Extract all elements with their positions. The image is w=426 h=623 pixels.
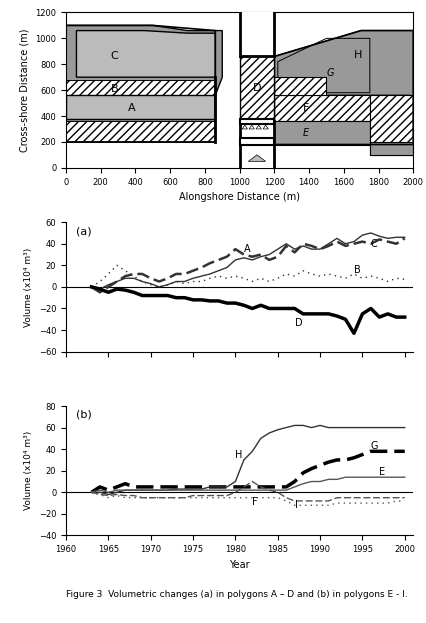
Polygon shape [263,125,268,129]
Y-axis label: Volume (x10⁴ m³): Volume (x10⁴ m³) [24,247,33,326]
Text: (a): (a) [76,226,92,236]
Polygon shape [256,125,261,129]
Text: H: H [236,450,243,460]
Text: (b): (b) [76,410,92,420]
Polygon shape [66,80,215,95]
Text: F: F [302,103,309,113]
Polygon shape [274,31,413,95]
X-axis label: Year: Year [229,559,250,570]
Text: H: H [354,50,362,60]
Text: Figure 3  Volumetric changes (a) in polygons A – D and (b) in polygons E - I.: Figure 3 Volumetric changes (a) in polyg… [66,590,408,599]
Bar [239,118,274,124]
Text: I: I [295,500,297,510]
Text: B: B [111,84,118,94]
Polygon shape [66,26,222,95]
Polygon shape [66,134,215,142]
Polygon shape [239,57,274,121]
Polygon shape [274,77,326,95]
Bar [239,12,274,168]
Y-axis label: Volume (x10⁴ m³): Volume (x10⁴ m³) [24,431,33,510]
Polygon shape [274,121,370,145]
Text: E: E [302,128,309,138]
Polygon shape [66,95,215,121]
Text: E: E [379,467,386,477]
Bar [239,138,274,145]
Text: A: A [244,244,250,254]
Text: B: B [354,265,361,275]
Polygon shape [274,95,370,121]
Text: G: G [326,69,334,78]
Text: G: G [371,441,378,451]
Y-axis label: Cross-shore Distance (m): Cross-shore Distance (m) [20,29,30,152]
Polygon shape [370,95,413,155]
Polygon shape [66,121,215,142]
Polygon shape [248,155,266,161]
Polygon shape [66,95,215,118]
Text: D: D [295,318,302,328]
Text: C: C [371,239,377,249]
Text: D: D [253,82,261,93]
X-axis label: Alongshore Distance (m): Alongshore Distance (m) [179,192,300,202]
Polygon shape [249,125,254,129]
Text: C: C [111,52,118,62]
Polygon shape [274,31,413,95]
Text: F: F [252,497,258,507]
Polygon shape [76,31,215,77]
Polygon shape [242,125,248,129]
Polygon shape [370,142,413,155]
Text: A: A [128,103,136,113]
